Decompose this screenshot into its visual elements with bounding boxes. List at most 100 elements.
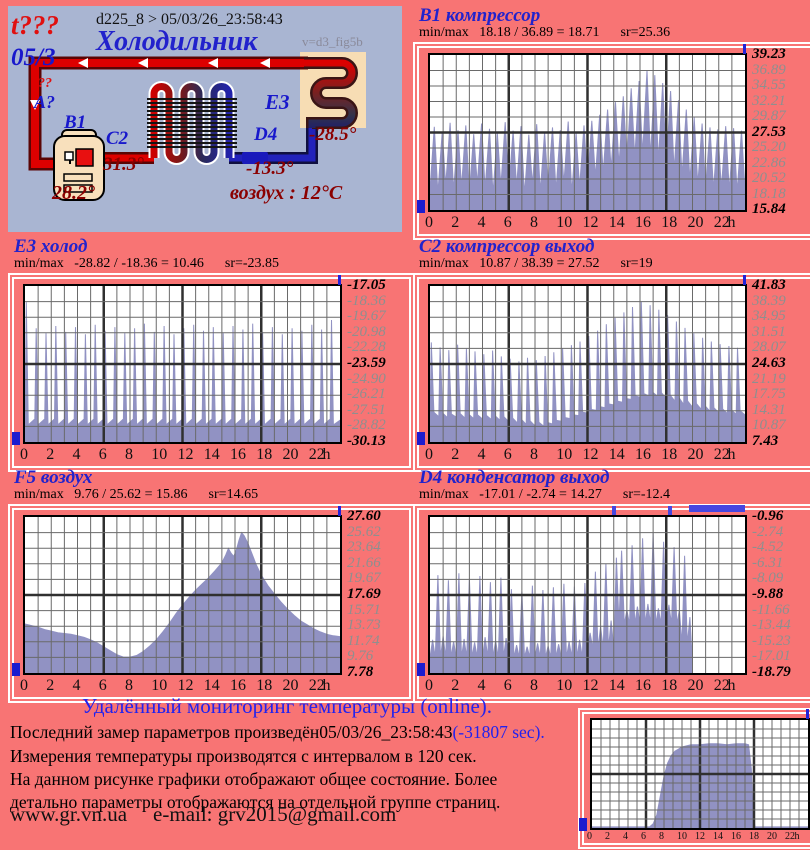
y-tick-label: -19.67: [347, 308, 386, 325]
interval-line: Измерения температуры производятся с инт…: [10, 746, 477, 766]
x-tick-label: 6: [98, 677, 107, 694]
chart-frame: 0 2 4 6 8 10 12 14 16 18 20 22 h 41.83 38.39 34.95 31.5…: [413, 273, 810, 472]
air-temperature: воздух : 12°C: [230, 182, 343, 204]
current-time-tick: [338, 275, 342, 285]
x-axis-labels: 0 2 4 6 8 10 12 14 16 18 20 22 h: [587, 830, 810, 842]
y-tick-label: 17.69: [347, 586, 381, 602]
y-axis-labels: -17.05 -18.36 -19.67 -20.98 -22.28 -23.59 -24.…: [345, 277, 407, 464]
y-tick-label: 10.87: [752, 417, 786, 434]
y-tick-label: 21.19: [752, 370, 786, 387]
x-tick-label: 22: [785, 831, 795, 842]
y-tick-label: 25.20: [752, 139, 786, 155]
y-tick-label: -18.79: [752, 664, 791, 680]
d4-sensor: [242, 152, 268, 164]
x-axis-labels: 0 2 4 6 8 10 12 14 16 18 20 22 h: [425, 212, 747, 232]
status-indicator-bar: [688, 505, 745, 512]
x-tick-label: 20: [282, 446, 299, 463]
y-tick-label: 18.18: [752, 185, 786, 202]
evaporator-e3-coil: [304, 57, 358, 129]
y-axis-labels: 27.60 25.62 23.64 21.66 19.67 17.69 15.71 13.73…: [345, 508, 407, 695]
y-tick-label: 23.64: [347, 539, 381, 556]
corner-marker: [579, 818, 587, 831]
y-tick-label: -9.88: [752, 586, 784, 602]
chart-stats: min/max -17.01 / -2.74 = 14.27 sr=-12.4: [419, 487, 671, 502]
y-tick-label: -18.36: [347, 292, 386, 309]
x-tick-label: 20: [687, 214, 704, 231]
x-tick-label: 4: [477, 677, 486, 694]
contact-line: www.gr.vn.ua e-mail: grv2015@gmail.com: [10, 802, 422, 827]
y-tick-label: -30.13: [347, 433, 386, 449]
x-tick-label: 4: [72, 677, 81, 694]
x-tick-label: 16: [230, 446, 246, 463]
y-tick-label: 34.95: [752, 308, 786, 325]
chart-summary-small: 0 2 4 6 8 10 12 14 16 18 20 22 h: [578, 708, 810, 849]
d4-label: D4: [254, 124, 278, 145]
y-tick-label: 11.74: [347, 632, 380, 649]
x-tick-label: 8: [530, 677, 538, 694]
x-axis-labels: 0 2 4 6 8 10 12 14 16 18 20 22 h: [20, 444, 342, 464]
y-tick-label: 9.76: [347, 648, 374, 665]
chart-title: D4 конденсатор выход: [419, 467, 610, 488]
chart-frame: 0 2 4 6 8 10 12 14 16 18 20 22 h 27.60 25.62 23.64 21.6…: [8, 504, 415, 703]
x-axis-labels: 0 2 4 6 8 10 12 14 16 18 20 22 h: [425, 444, 747, 464]
x-tick-label: 2: [46, 677, 55, 694]
x-tick-label: h: [322, 446, 331, 463]
y-tick-label: -26.21: [347, 386, 386, 403]
plot-area: [590, 718, 810, 830]
x-tick-label: 2: [451, 446, 460, 463]
email-text: e-mail: grv2015@gmail.com: [153, 802, 397, 826]
y-tick-label: -28.82: [347, 417, 386, 434]
x-tick-label: 22: [713, 677, 730, 694]
y-tick-label: 41.83: [752, 277, 786, 293]
x-tick-label: 20: [282, 677, 299, 694]
y-tick-label: 36.89: [752, 61, 786, 78]
t-unknown-label: t???: [11, 10, 60, 40]
x-tick-label: 22: [713, 214, 730, 231]
y-tick-label: 21.66: [347, 554, 381, 571]
x-tick-label: 10: [556, 677, 573, 694]
chart-stats: min/max -28.82 / -18.36 = 10.46 sr=-23.8…: [14, 256, 280, 271]
date-code-label: 05/3: [11, 44, 56, 71]
x-tick-label: 0: [587, 831, 592, 842]
refrigeration-diagram: [28, 52, 366, 201]
x-tick-label: 16: [635, 677, 651, 694]
footer-heading: Удалённый мониторинг температуры (online…: [81, 694, 493, 718]
x-tick-label: 8: [530, 446, 538, 463]
pipe-hot: [28, 56, 308, 171]
x-tick-label: 0: [20, 446, 28, 463]
x-tick-label: 18: [749, 831, 759, 842]
x-tick-label: 8: [530, 214, 538, 231]
last-measurement-timestamp: 05/03/26_23:58:43: [319, 722, 453, 742]
y-tick-label: 25.62: [347, 523, 381, 540]
x-tick-label: 14: [608, 677, 625, 694]
x-tick-label: 10: [556, 214, 573, 231]
y-tick-label: -17.01: [752, 648, 791, 665]
heat-exchanger-fins: [147, 96, 237, 148]
refrigerator-diagram-panel: t??? 05/3 d225_8 > 05/03/26_23:58:43 Хол…: [8, 6, 402, 232]
chart-b1-compressor: B1 компрессор min/max 18.18 / 36.89 = 18…: [413, 6, 810, 240]
status-indicator-tick: [667, 506, 672, 515]
e3-label: E3: [265, 90, 290, 114]
corner-marker: [417, 200, 425, 213]
x-tick-label: 22: [308, 677, 325, 694]
x-tick-label: 2: [451, 214, 460, 231]
y-tick-label: -13.44: [752, 617, 791, 634]
e3-temperature: -28.5°: [309, 124, 357, 145]
plot-area: [428, 53, 747, 212]
y-tick-label: 15.71: [347, 601, 381, 618]
x-tick-label: 12: [177, 446, 194, 463]
chart-c2-compressor-out: C2 компрессор выход min/max 10.87 / 38.3…: [413, 237, 810, 472]
description-line-2: детально параметры отображаются на отдел…: [10, 792, 501, 812]
b1-sensor: [75, 148, 94, 167]
corner-marker: [12, 432, 20, 445]
x-tick-label: 4: [623, 831, 628, 842]
y-tick-label: -27.51: [347, 401, 386, 418]
y-tick-label: -0.96: [752, 508, 784, 524]
x-tick-label: 22: [308, 446, 325, 463]
x-tick-label: 20: [767, 831, 777, 842]
x-tick-label: 16: [635, 214, 651, 231]
x-tick-label: h: [322, 677, 331, 694]
unknown-marks: ??: [38, 76, 52, 91]
x-tick-label: 6: [98, 446, 107, 463]
